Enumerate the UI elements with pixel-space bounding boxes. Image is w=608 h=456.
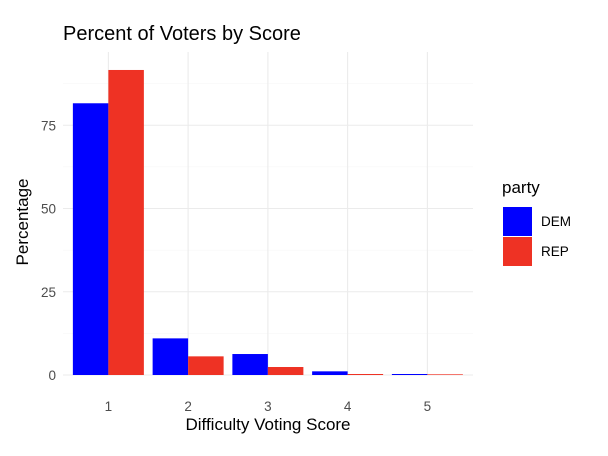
bar-rep-5 (427, 374, 463, 375)
bar-dem-2 (152, 338, 189, 375)
legend-items: DEM REP (503, 207, 571, 266)
legend-label-dem: DEM (541, 214, 571, 229)
x-tick-label: 5 (424, 399, 432, 414)
x-tick-label: 1 (105, 399, 113, 414)
x-axis-ticks: 1 2 3 4 5 (105, 399, 432, 414)
y-axis-ticks: 0 25 50 75 (41, 118, 56, 383)
bar-rep-2 (188, 356, 224, 375)
legend-title: party (502, 178, 540, 197)
x-tick-label: 4 (344, 399, 352, 414)
y-tick-label: 50 (41, 202, 56, 217)
legend: party DEM REP (502, 178, 571, 266)
legend-label-rep: REP (541, 244, 569, 259)
y-tick-label: 75 (41, 118, 56, 133)
y-tick-label: 0 (48, 368, 56, 383)
x-tick-label: 3 (264, 399, 272, 414)
bar-rep-4 (347, 374, 384, 375)
bar-rep-1 (108, 69, 144, 376)
legend-key-rep (503, 237, 532, 266)
bar-dem-4 (312, 371, 348, 375)
bar-rep-3 (267, 367, 304, 375)
bar-dem-5 (391, 374, 428, 375)
bars (72, 69, 463, 376)
bar-dem-3 (232, 354, 268, 375)
x-tick-label: 2 (184, 399, 192, 414)
chart-title: Percent of Voters by Score (63, 23, 301, 45)
bar-dem-1 (72, 103, 109, 375)
y-axis-title: Percentage (13, 179, 32, 266)
legend-key-dem (503, 207, 532, 236)
y-tick-label: 25 (41, 285, 56, 300)
x-axis-title: Difficulty Voting Score (185, 415, 350, 434)
